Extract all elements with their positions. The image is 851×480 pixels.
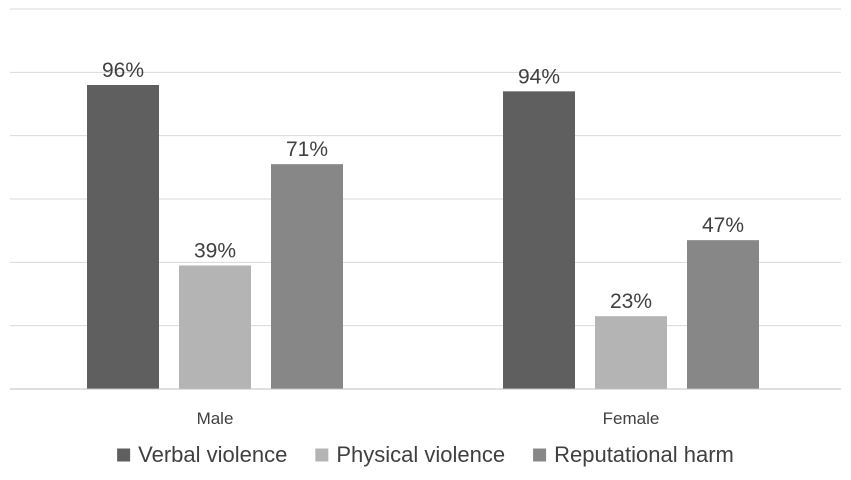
bars xyxy=(87,85,759,389)
data-label-female-verbal-violence: 94% xyxy=(518,65,560,88)
bar-female-verbal-violence xyxy=(503,91,575,389)
bar-male-physical-violence xyxy=(179,265,251,389)
bar-male-verbal-violence xyxy=(87,85,159,389)
legend-swatch-verbal-violence xyxy=(117,448,131,462)
legend-label-reputational-harm: Reputational harm xyxy=(554,442,734,467)
category-labels: Male Female xyxy=(197,409,660,428)
bar-male-reputational-harm xyxy=(271,164,343,389)
legend-item-physical-violence: Physical violence xyxy=(315,442,505,467)
legend: Verbal violence Physical violence Reputati… xyxy=(117,442,734,467)
legend-swatch-physical-violence xyxy=(315,448,329,462)
legend-label-physical-violence: Physical violence xyxy=(336,442,505,467)
legend-swatch-reputational-harm xyxy=(533,448,547,462)
bar-female-reputational-harm xyxy=(687,240,759,389)
category-label-male: Male xyxy=(197,409,234,428)
legend-item-reputational-harm: Reputational harm xyxy=(533,442,734,467)
bar-female-physical-violence xyxy=(595,316,667,389)
data-label-male-reputational-harm: 71% xyxy=(286,138,328,161)
data-label-female-physical-violence: 23% xyxy=(610,290,652,313)
data-label-male-verbal-violence: 96% xyxy=(102,59,144,82)
category-label-female: Female xyxy=(603,409,660,428)
legend-item-verbal-violence: Verbal violence xyxy=(117,442,287,467)
legend-label-verbal-violence: Verbal violence xyxy=(138,442,287,467)
data-label-male-physical-violence: 39% xyxy=(194,240,236,263)
data-label-female-reputational-harm: 47% xyxy=(702,214,744,237)
data-labels: 96% 39% 71% 94% 23% 47% xyxy=(102,59,744,313)
